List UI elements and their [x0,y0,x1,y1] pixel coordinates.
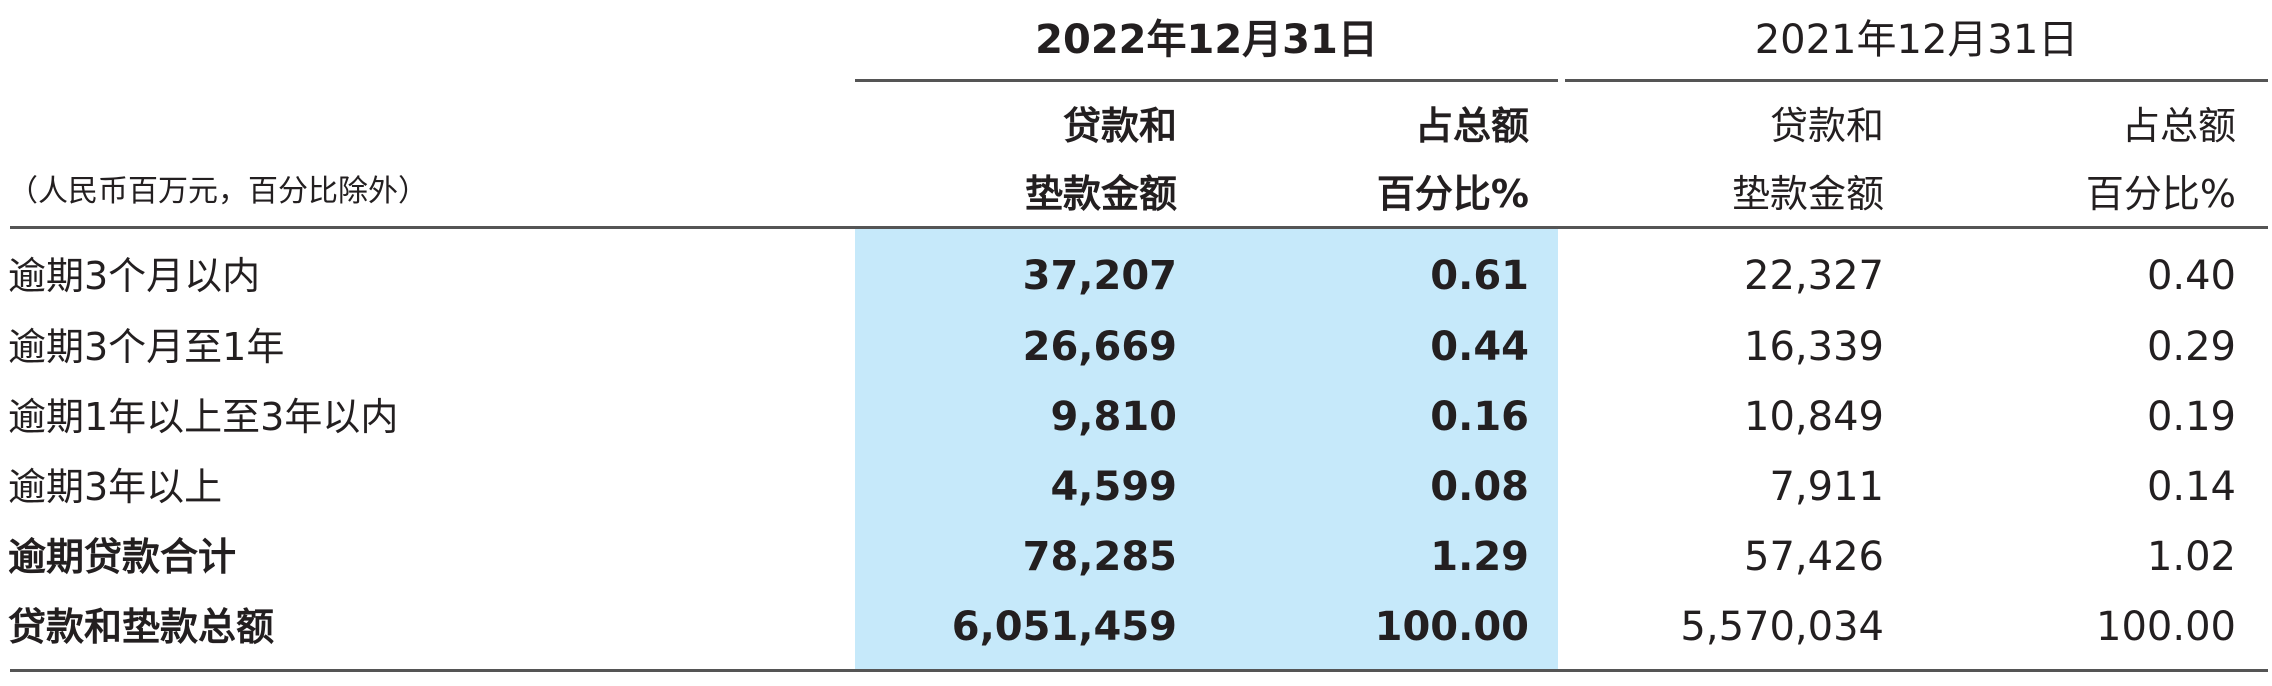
col-amount-2021-l2: 垫款金额 [1731,172,1884,216]
cell-amt-2021: 22,327 [1744,253,1884,299]
year-header-2022: 2022年12月31日 [1035,17,1378,63]
cell-pct-2021: 0.40 [2146,253,2236,299]
cell-amt-2021: 10,849 [1744,394,1884,440]
col-amount-2022-l2: 垫款金额 [1024,172,1177,216]
unit-note: （人民币百万元，百分比除外） [8,174,428,209]
cell-label: 逾期3年以上 [8,465,223,509]
cell-amt-2021: 7,911 [1769,464,1884,510]
year-header-2021: 2021年12月31日 [1754,17,2079,63]
cell-pct-2022: 0.44 [1430,324,1529,370]
cell-amt-2022: 4,599 [1050,464,1177,510]
cell-label: 逾期3个月至1年 [8,325,285,369]
divider-2022 [855,79,1558,82]
header-bottom-rule [10,226,2268,229]
cell-pct-2021: 100.00 [2096,604,2236,650]
cell-pct-2021: 0.29 [2146,324,2236,370]
cell-pct-2022: 100.00 [1374,604,1529,650]
col-pct-2021-l1: 占总额 [2121,104,2236,148]
cell-amt-2021: 57,426 [1744,534,1884,580]
cell-amt-2022: 9,810 [1050,394,1177,440]
col-amount-2021-l1: 贷款和 [1769,104,1884,148]
col-amount-2022-l1: 贷款和 [1062,104,1177,148]
cell-amt-2022: 26,669 [1022,324,1177,370]
cell-pct-2022: 0.16 [1430,394,1529,440]
col-pct-2022-l1: 占总额 [1414,104,1529,148]
cell-pct-2022: 1.29 [1430,534,1529,580]
cell-pct-2021: 0.19 [2146,394,2236,440]
cell-amt-2022: 6,051,459 [951,604,1177,650]
col-pct-2022-l2: 百分比% [1376,172,1529,216]
table-bottom-rule [10,669,2268,672]
cell-amt-2022: 37,207 [1022,253,1177,299]
cell-amt-2021: 16,339 [1744,324,1884,370]
cell-pct-2021: 0.14 [2146,464,2236,510]
cell-amt-2021: 5,570,034 [1680,604,1884,650]
cell-label: 逾期3个月以内 [8,254,261,298]
col-pct-2021-l2: 百分比% [2085,172,2236,216]
highlight-2022-column [855,229,1558,670]
cell-pct-2022: 0.08 [1430,464,1529,510]
cell-pct-2022: 0.61 [1430,253,1529,299]
cell-label: 贷款和垫款总额 [8,605,275,649]
cell-amt-2022: 78,285 [1022,534,1177,580]
cell-label: 逾期贷款合计 [8,535,237,579]
cell-label: 逾期1年以上至3年以内 [8,395,399,439]
cell-pct-2021: 1.02 [2146,534,2236,580]
divider-2021 [1565,79,2268,82]
